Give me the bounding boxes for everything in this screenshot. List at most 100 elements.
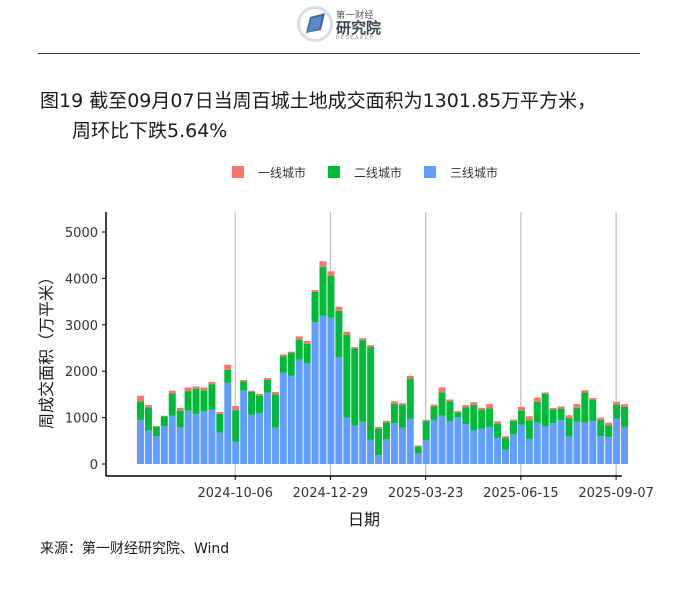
bar-segment <box>486 426 494 464</box>
bar-segment <box>549 407 557 410</box>
bar-segment <box>311 322 319 464</box>
bar-segment <box>160 425 168 464</box>
bar-segment <box>208 384 216 410</box>
bar-segment <box>343 331 351 336</box>
x-tick-label: 2024-10-06 <box>197 486 273 501</box>
bar-segment <box>414 446 422 454</box>
bar-segment <box>168 393 176 416</box>
bar-segment <box>430 406 438 420</box>
bar-segment <box>184 410 192 464</box>
bar-segment <box>430 404 438 407</box>
bar-segment <box>486 404 494 409</box>
bar-segment <box>224 364 232 370</box>
bar-segment <box>303 341 311 344</box>
logo-icon <box>297 6 333 42</box>
y-tick-label: 2000 <box>65 365 98 380</box>
bar-segment <box>541 393 549 427</box>
bar-segment <box>533 401 541 423</box>
bar-segment <box>200 390 208 412</box>
bar-segment <box>454 412 462 418</box>
y-tick-label: 5000 <box>65 226 98 241</box>
bar-segment <box>446 421 454 464</box>
bar-segment <box>359 421 367 464</box>
bar-segment <box>502 438 510 450</box>
bar-segment <box>343 417 351 464</box>
bar-segment <box>541 392 549 394</box>
bar-segment <box>287 375 295 464</box>
bars <box>137 261 629 464</box>
bar-segment <box>438 387 446 393</box>
bar-segment <box>605 422 613 426</box>
bar-segment <box>406 418 414 464</box>
y-tick-label: 1000 <box>65 412 98 427</box>
bar-segment <box>613 404 621 419</box>
bar-segment <box>256 395 264 413</box>
bar-segment <box>581 422 589 464</box>
bar-segment <box>176 427 184 464</box>
bar-segment <box>565 415 573 419</box>
bar-segment <box>279 356 287 373</box>
bar-segment <box>605 425 613 438</box>
bar-segment <box>438 415 446 464</box>
bar-segment <box>517 406 525 411</box>
bar-segment <box>478 407 486 410</box>
y-tick-label: 0 <box>90 458 98 473</box>
bar-segment <box>279 372 287 464</box>
bar-segment <box>144 430 152 464</box>
bar-segment <box>271 394 279 428</box>
bar-segment <box>224 382 232 464</box>
bar-segment <box>240 380 248 382</box>
bar-segment <box>351 425 359 464</box>
bar-segment <box>144 407 152 431</box>
x-axis-label: 日期 <box>348 510 380 529</box>
bar-segment <box>406 375 414 379</box>
bar-segment <box>390 401 398 404</box>
bar-segment <box>557 408 565 420</box>
legend-label: 二线城市 <box>354 165 402 180</box>
stacked-bar-chart: 一线城市 二线城市 三线城市 0 1000 2000 3000 4000 5000 2024-1… <box>37 165 654 529</box>
bar-segment <box>256 412 264 464</box>
bar-segment <box>351 348 359 426</box>
bar-segment <box>152 425 160 427</box>
bar-segment <box>287 351 295 353</box>
bar-segment <box>597 417 605 420</box>
x-tick-label: 2025-03-23 <box>388 486 464 501</box>
bar-segment <box>509 419 517 421</box>
bar-segment <box>438 392 446 416</box>
bar-segment <box>398 427 406 464</box>
bar-segment <box>248 414 256 464</box>
bar-segment <box>565 418 573 437</box>
bar-segment <box>605 437 613 464</box>
bar-segment <box>240 381 248 391</box>
bar-segment <box>621 404 629 407</box>
bar-segment <box>446 399 454 402</box>
bar-segment <box>137 395 144 402</box>
bar-segment <box>343 335 351 418</box>
bar-segment <box>454 417 462 464</box>
y-axis-label: 周成交面积（万平米） <box>37 269 56 429</box>
bar-segment <box>541 426 549 464</box>
bar-segment <box>533 422 541 464</box>
bar-segment <box>573 421 581 464</box>
bar-segment <box>382 439 390 464</box>
legend-swatch <box>232 166 244 178</box>
bar-segment <box>565 436 573 464</box>
bar-segment <box>192 388 200 414</box>
logo-text: 研究院 <box>336 19 382 37</box>
bar-segment <box>295 359 303 464</box>
bar-segment <box>263 378 271 381</box>
bar-segment <box>335 310 343 358</box>
bar-segment <box>137 419 144 464</box>
bar-segment <box>597 419 605 437</box>
bar-segment <box>359 338 367 341</box>
bar-segment <box>613 401 621 405</box>
bar-segment <box>216 413 224 433</box>
bar-segment <box>319 266 327 316</box>
bar-segment <box>176 407 184 411</box>
bar-segment <box>263 380 271 393</box>
bar-segment <box>470 402 478 406</box>
bar-segment <box>621 426 629 464</box>
bar-segment <box>589 399 597 421</box>
header-divider <box>38 53 640 54</box>
y-tick-label: 4000 <box>65 272 98 287</box>
